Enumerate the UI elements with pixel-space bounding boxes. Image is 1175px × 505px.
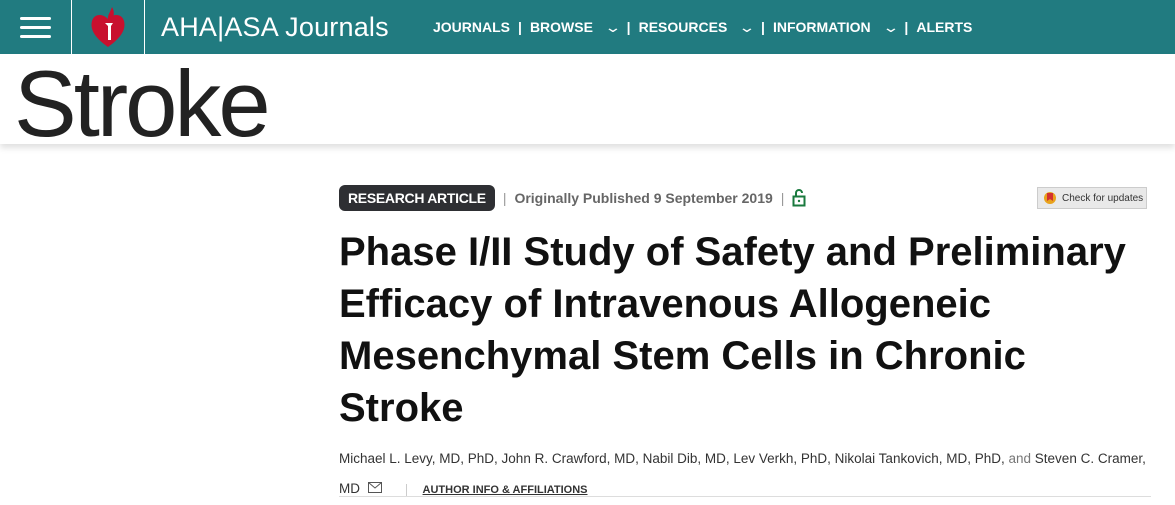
main-nav: JOURNALS | BROWSE ⌄ | RESOURCES ⌄ | INFORMATI…	[433, 18, 973, 36]
nav-alerts[interactable]: ALERTS	[916, 19, 973, 35]
aha-logo[interactable]	[72, 0, 145, 54]
nav-information[interactable]: INFORMATION ⌄	[772, 18, 900, 36]
crossmark-icon	[1044, 192, 1056, 204]
publish-date: Originally Published 9 September 2019	[514, 190, 773, 206]
divider	[339, 496, 1151, 497]
authors[interactable]: Michael L. Levy, MD, PhD, John R. Crawfo…	[339, 451, 1005, 466]
brand-name[interactable]: AHA|ASA Journals	[161, 11, 389, 42]
email-icon[interactable]	[367, 482, 382, 493]
chevron-down-icon: ⌄	[738, 18, 756, 35]
article-title: Phase I/II Study of Safety and Prelimina…	[339, 230, 1126, 430]
chevron-down-icon: ⌄	[604, 18, 622, 35]
chevron-down-icon: ⌄	[881, 18, 900, 35]
menu-button[interactable]	[0, 0, 72, 54]
hamburger-icon	[20, 16, 51, 20]
nav-browse[interactable]: BROWSE ⌄	[529, 18, 622, 36]
nav-resources[interactable]: RESOURCES ⌄	[638, 18, 756, 36]
unlock-icon	[792, 189, 806, 207]
article-meta: RESEARCH ARTICLE | Originally Published …	[339, 185, 806, 211]
author-info-link[interactable]: AUTHOR INFO & AFFILIATIONS	[405, 484, 588, 496]
heart-torch-icon	[91, 7, 125, 47]
top-bar: AHA|ASA Journals JOURNALS | BROWSE ⌄ | RESO…	[0, 0, 1175, 54]
author-list: Michael L. Levy, MD, PhD, John R. Crawfo…	[339, 451, 1146, 496]
article-type-badge: RESEARCH ARTICLE	[339, 185, 495, 211]
corresponding-author[interactable]: Steven C. Cramer, MD	[339, 451, 1146, 496]
nav-journals[interactable]: JOURNALS	[433, 19, 511, 35]
journal-logo[interactable]: Stroke	[14, 51, 271, 156]
journal-masthead: Stroke	[0, 51, 1175, 156]
check-for-updates-button[interactable]: Check for updates	[1037, 187, 1147, 209]
